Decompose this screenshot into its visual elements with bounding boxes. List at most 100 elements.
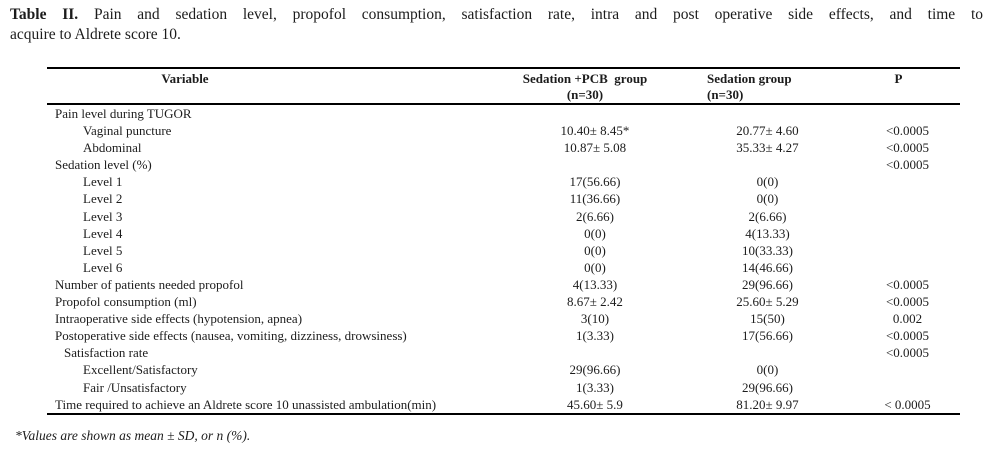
row-variable-label: Time required to achieve an Aldrete scor… — [55, 396, 437, 412]
row-sedation-pcb-value: 1(3.33) — [576, 328, 614, 344]
row-sedation-pcb-value: 11(36.66) — [569, 191, 621, 207]
table-row: Vaginal puncture 10.40± 8.45* 20.77± 4.6… — [47, 122, 960, 139]
row-sedation-value — [680, 344, 855, 361]
row-sedation-value: 81.20± 9.97 — [736, 396, 799, 412]
row-variable-label: Level 5 — [83, 242, 123, 258]
row-variable-label: Level 6 — [83, 259, 123, 275]
row-sedation-pcb-value: 0(0) — [584, 259, 606, 275]
row-variable-label: Vaginal puncture — [83, 123, 172, 139]
row-p-value: <0.0005 — [885, 140, 930, 156]
row-sedation-pcb-value: 10.40± 8.45* — [560, 123, 630, 139]
row-sedation-value — [680, 156, 855, 173]
row-sedation-pcb-value: 2(6.66) — [576, 208, 614, 224]
row-variable-label: Level 2 — [83, 191, 123, 207]
row-p-value — [855, 208, 960, 225]
column-header-variable: Variable — [161, 71, 209, 86]
table-caption-label: Table II. — [10, 6, 79, 23]
row-p-value — [855, 225, 960, 242]
row-p-value: <0.0005 — [885, 294, 930, 310]
table-row: Intraoperative side effects (hypotension… — [47, 310, 960, 327]
row-sedation-pcb-value — [510, 344, 680, 361]
row-variable-label: Excellent/Satisfactory — [83, 362, 198, 378]
column-header-sedation-group: Sedation group (n=30) — [707, 71, 792, 102]
row-sedation-pcb-value: 4(13.33) — [572, 276, 618, 292]
column-header-p-value: P — [894, 71, 903, 86]
table-row: Level 4 0(0) 4(13.33) — [47, 225, 960, 242]
row-sedation-value: 35.33± 4.27 — [736, 140, 799, 156]
row-sedation-value: 20.77± 4.60 — [736, 123, 799, 139]
row-variable-label: Pain level during TUGOR — [55, 106, 192, 121]
row-sedation-value: 29(96.66) — [742, 379, 793, 395]
row-sedation-pcb-value: 3(10) — [580, 311, 610, 327]
row-variable-label: Level 1 — [83, 174, 123, 190]
row-sedation-value: 14(46.66) — [742, 259, 793, 275]
row-p-value: <0.0005 — [885, 123, 930, 139]
table-row: Level 1 17(56.66) 0(0) — [47, 173, 960, 190]
table-row: Level 5 0(0) 10(33.33) — [47, 242, 960, 259]
results-table: Variable Sedation +PCB group (n=30) Seda… — [47, 67, 960, 415]
row-sedation-value: 0(0) — [756, 362, 779, 378]
row-p-value: <0.0005 — [885, 328, 930, 344]
row-sedation-pcb-value: 8.67± 2.42 — [567, 294, 623, 310]
table-caption-line1: Table II. Pain and sedation level, propo… — [10, 5, 983, 25]
row-sedation-pcb-value: 0(0) — [584, 242, 606, 258]
table-row: Fair /Unsatisfactory 1(3.33) 29(96.66) — [47, 379, 960, 396]
row-sedation-value — [680, 105, 855, 122]
table-caption: Table II. Pain and sedation level, propo… — [10, 5, 983, 45]
row-p-value: <0.0005 — [885, 345, 930, 361]
table-header-row: Variable Sedation +PCB group (n=30) Seda… — [47, 69, 960, 105]
row-p-value — [855, 361, 960, 378]
row-sedation-value: 0(0) — [756, 174, 779, 190]
row-sedation-pcb-value: 29(96.66) — [569, 362, 621, 378]
row-sedation-value: 2(6.66) — [748, 208, 787, 224]
row-variable-label: Intraoperative side effects (hypotension… — [55, 311, 303, 327]
row-sedation-value: 17(56.66) — [742, 328, 793, 344]
table-row: Level 3 2(6.66) 2(6.66) — [47, 208, 960, 225]
table-footnote: *Values are shown as mean ± SD, or n (%)… — [15, 428, 251, 443]
row-sedation-value: 10(33.33) — [742, 242, 793, 258]
row-sedation-pcb-value — [510, 105, 680, 122]
row-sedation-value: 25.60± 5.29 — [736, 294, 799, 310]
table-row: Excellent/Satisfactory 29(96.66) 0(0) — [47, 361, 960, 378]
table-caption-line2: acquire to Aldrete score 10. — [10, 26, 181, 43]
table-row: Sedation level (%) <0.0005 — [47, 156, 960, 173]
row-p-value — [855, 105, 960, 122]
row-variable-label: Level 4 — [83, 225, 123, 241]
table-row: Level 2 11(36.66) 0(0) — [47, 190, 960, 207]
row-variable-label: Propofol consumption (ml) — [55, 294, 197, 310]
row-variable-label: Number of patients needed propofol — [55, 276, 244, 292]
row-p-value: <0.0005 — [885, 157, 930, 173]
row-p-value — [855, 242, 960, 259]
table-row: Abdominal 10.87± 5.08 35.33± 4.27 <0.000… — [47, 139, 960, 156]
row-variable-label: Level 3 — [83, 208, 123, 224]
row-variable-label: Postoperative side effects (nausea, vomi… — [55, 328, 407, 344]
row-p-value: <0.0005 — [885, 276, 930, 292]
row-sedation-value: 29(96.66) — [742, 276, 793, 292]
row-sedation-pcb-value: 1(3.33) — [576, 379, 614, 395]
table-row: Time required to achieve an Aldrete scor… — [47, 396, 960, 413]
table-body: Pain level during TUGOR Vaginal puncture… — [47, 105, 960, 415]
row-variable-label: Sedation level (%) — [55, 157, 152, 173]
row-sedation-pcb-value: 17(56.66) — [569, 174, 621, 190]
row-sedation-pcb-value: 45.60± 5.9 — [567, 396, 623, 412]
row-sedation-pcb-value: 0(0) — [584, 225, 606, 241]
table-caption-text: Pain and sedation level, propofol consum… — [93, 6, 984, 23]
row-sedation-value: 0(0) — [756, 191, 779, 207]
row-variable-label: Abdominal — [83, 140, 142, 156]
row-variable-label: Satisfaction rate — [64, 345, 149, 361]
table-row: Pain level during TUGOR — [47, 105, 960, 122]
table-row: Propofol consumption (ml) 8.67± 2.42 25.… — [47, 293, 960, 310]
table-row: Level 6 0(0) 14(46.66) — [47, 259, 960, 276]
row-variable-label: Fair /Unsatisfactory — [83, 379, 187, 395]
row-sedation-pcb-value — [510, 156, 680, 173]
row-sedation-pcb-value: 10.87± 5.08 — [563, 140, 627, 156]
row-p-value — [855, 259, 960, 276]
row-p-value — [855, 379, 960, 396]
row-p-value: 0.002 — [892, 311, 923, 327]
row-sedation-value: 4(13.33) — [745, 225, 790, 241]
column-header-sedation-pcb-group: Sedation +PCB group (n=30) — [522, 71, 648, 102]
table-row: Postoperative side effects (nausea, vomi… — [47, 327, 960, 344]
row-p-value: < 0.0005 — [884, 396, 931, 412]
row-p-value — [855, 190, 960, 207]
table-row: Number of patients needed propofol 4(13.… — [47, 276, 960, 293]
